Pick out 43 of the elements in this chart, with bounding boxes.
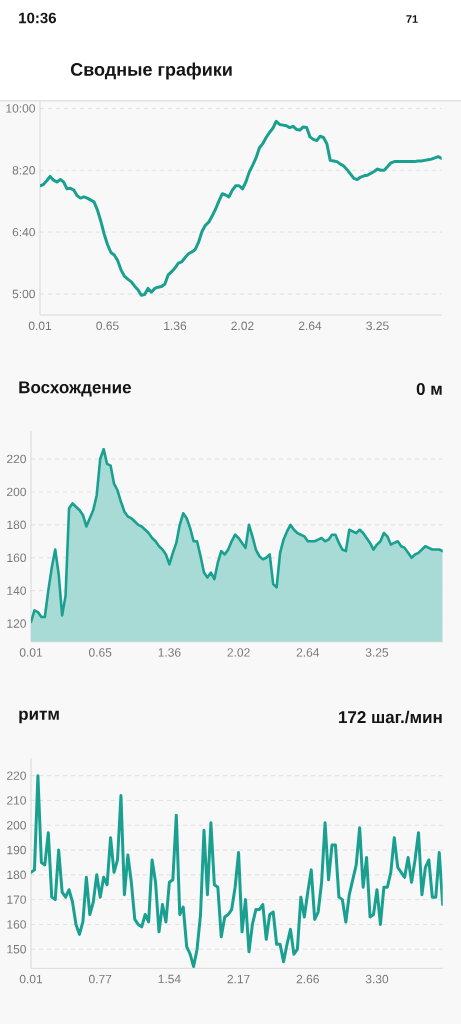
x-tick-label: 0.01 (19, 974, 43, 984)
x-tick-label: 0.01 (19, 648, 43, 657)
x-tick-label: 2.64 (298, 321, 322, 331)
x-tick-label: 0.01 (28, 321, 52, 331)
x-tick-label: 1.36 (164, 321, 187, 331)
y-tick-label: 160 (7, 920, 26, 929)
x-tick-label: 1.36 (158, 648, 181, 657)
x-tick-label: 3.30 (365, 974, 389, 984)
x-tick-label: 2.17 (227, 974, 250, 984)
x-tick-label: 0.65 (88, 648, 112, 657)
y-tick-label: 220 (7, 771, 26, 780)
chart-title: Сводные графики (70, 62, 232, 80)
y-tick-label: 6:40 (12, 227, 35, 237)
text: 10:36 (19, 12, 57, 24)
x-tick-label: 1.54 (158, 974, 181, 984)
y-tick-label: 10:00 (6, 104, 35, 113)
x-tick-label: 2.66 (296, 974, 319, 984)
y-tick-label: 190 (7, 845, 26, 855)
x-tick-label: 0.65 (96, 321, 119, 331)
y-tick-label: 220 (7, 454, 26, 464)
text: 71 (406, 15, 418, 23)
y-tick-label: 150 (7, 944, 26, 954)
y-tick-label: 200 (7, 487, 26, 497)
y-tick-label: 140 (7, 586, 26, 595)
x-tick-label: 2.64 (296, 648, 320, 657)
x-tick-label: 3.25 (366, 321, 389, 331)
y-tick-label: 180 (7, 520, 26, 530)
y-tick-label: 5:00 (12, 289, 35, 299)
x-tick-label: 3.25 (365, 648, 389, 657)
y-tick-label: 160 (7, 553, 26, 562)
x-tick-label: 0.77 (88, 974, 112, 984)
text: 172 шаг./мин (339, 710, 442, 724)
chart-title: Восхождение (19, 381, 131, 397)
y-tick-label: 170 (7, 895, 26, 904)
x-tick-label: 2.02 (227, 648, 250, 657)
y-tick-label: 8:20 (12, 166, 35, 175)
text: 0 м (416, 382, 442, 396)
y-tick-label: 120 (7, 619, 26, 628)
chart-title: ритм (19, 710, 59, 724)
x-tick-label: 2.02 (231, 321, 254, 331)
y-tick-label: 180 (7, 870, 26, 880)
y-tick-label: 200 (7, 821, 26, 830)
y-tick-label: 210 (7, 796, 26, 805)
